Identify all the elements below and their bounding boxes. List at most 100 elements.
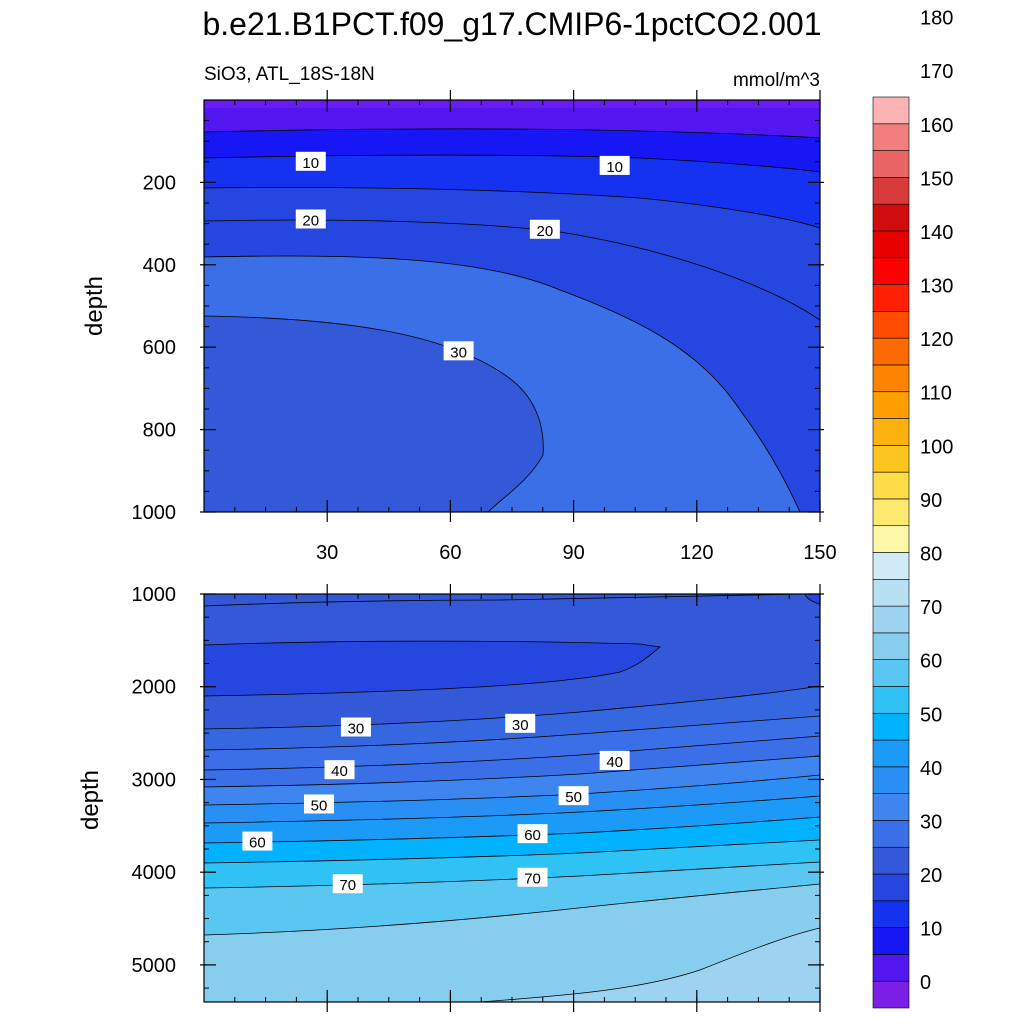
bottom-panel-fill (204, 594, 820, 1002)
top-contour-labels: 10 10 20 20 30 (295, 151, 630, 361)
contour-label: 70 (339, 877, 356, 894)
band-ne-corner (805, 594, 820, 604)
colorbar-swatch (872, 445, 910, 473)
band-20-25-tongue (204, 641, 660, 696)
colorbar-label: 130 (920, 276, 953, 298)
colorbar-label: 180 (920, 8, 953, 30)
contour-label-box (295, 209, 326, 229)
contour-label-box (332, 874, 363, 894)
colorbar-swatch (872, 311, 910, 339)
contour-label-box (558, 786, 589, 806)
colorbar-swatch (872, 793, 910, 821)
top-contour-lines (204, 128, 820, 512)
colorbar-swatch (872, 739, 910, 768)
colorbar-swatch (872, 284, 910, 312)
bottom-y-axis: 1000 2000 3000 4000 5000 (132, 584, 824, 989)
y-tick-label: 1000 (132, 502, 177, 524)
contour-label: 40 (331, 763, 348, 780)
colorbar-swatch (872, 632, 910, 660)
contour-label: 10 (302, 155, 319, 172)
colorbar-swatch (872, 820, 910, 848)
colorbar-label: 80 (920, 544, 942, 566)
colorbar-label: 20 (920, 865, 942, 887)
bottom-y-axis-label: depth (77, 770, 104, 830)
colorbar-label: 40 (920, 758, 942, 780)
colorbar-swatch (872, 471, 910, 500)
subtitle-left: SiO3, ATL_18S-18N (204, 64, 375, 85)
contour-label: 30 (348, 721, 365, 738)
band-70-80 (204, 862, 820, 935)
colorbar-swatch (872, 954, 910, 982)
contour-label: 60 (524, 827, 541, 844)
colorbar-label: 160 (920, 115, 953, 137)
y-tick-label: 600 (143, 337, 176, 359)
x-tick-label: 120 (680, 542, 713, 564)
band-40-45 (204, 736, 820, 787)
contour-label-box (599, 750, 630, 770)
contour-label: 20 (537, 223, 554, 240)
colorbar-swatch (872, 391, 910, 419)
colorbar-swatch (872, 498, 910, 527)
x-tick-label: 60 (439, 542, 461, 564)
colorbar-swatch (872, 605, 910, 634)
colorbar-swatch (872, 177, 910, 205)
x-tick-label: 90 (562, 542, 584, 564)
bottom-x-axis-ticks (203, 584, 821, 1012)
contour-label-box (242, 831, 273, 851)
colorbar-swatch (872, 230, 910, 259)
colorbar-swatch (872, 96, 910, 125)
colorbar-label: 110 (920, 383, 952, 405)
colorbar-label: 150 (920, 168, 953, 190)
colorbar: 0 10 20 30 40 50 60 70 80 90 100 110 120 130 140 150 160… (872, 8, 953, 1009)
x-tick-label: 30 (316, 542, 338, 564)
band-50-55 (204, 775, 820, 823)
contour-label: 30 (450, 344, 467, 361)
colorbar-swatch (872, 337, 910, 366)
contour-label-box (599, 155, 630, 175)
contour-label: 50 (311, 797, 328, 814)
contour-label: 20 (302, 212, 319, 229)
chart-title: b.e21.B1PCT.f09_g17.CMIP6-1pctCO2.001 (202, 6, 821, 42)
colorbar-swatch (872, 900, 910, 928)
colorbar-swatch (872, 552, 910, 580)
colorbar-swatch (872, 257, 910, 285)
contour-label-box (517, 867, 548, 887)
colorbar-label: 50 (920, 704, 942, 726)
colorbar-swatch (872, 766, 910, 794)
colorbar-label: 170 (920, 61, 953, 83)
top-y-axis-label: depth (81, 276, 108, 336)
colorbar-swatch (872, 873, 910, 902)
colorbar-label: 90 (920, 490, 942, 512)
colorbar-swatch (872, 578, 910, 607)
contour-label-box (324, 760, 355, 780)
colorbar-swatch (872, 123, 910, 151)
contour-label: 30 (512, 717, 529, 734)
colorbar-swatch (872, 712, 910, 741)
contour-label: 60 (249, 835, 266, 852)
colorbar-swatch (872, 927, 910, 955)
y-tick-label: 1000 (132, 584, 177, 606)
colorbar-swatch (872, 659, 910, 687)
y-tick-label: 2000 (132, 677, 177, 699)
top-panel-fill (204, 100, 820, 512)
colorbar-label: 0 (920, 972, 931, 994)
y-tick-label: 4000 (132, 862, 177, 884)
y-tick-label: 5000 (132, 955, 177, 977)
colorbar-swatch (872, 203, 910, 232)
band-85-90 (480, 928, 820, 1002)
band-60-65 (204, 817, 820, 863)
colorbar-label: 100 (920, 436, 953, 458)
colorbar-swatch (872, 150, 910, 178)
bottom-contour-lines (204, 594, 820, 1002)
contour-label-box (303, 794, 334, 814)
y-tick-label: 3000 (132, 769, 177, 791)
contour-label-box (295, 151, 326, 171)
colorbar-swatch (872, 686, 910, 714)
contour-label-box (529, 219, 560, 239)
colorbar-label: 140 (920, 222, 953, 244)
colorbar-swatch (872, 364, 910, 393)
band-45-50 (204, 756, 820, 805)
y-tick-label: 200 (143, 172, 176, 194)
